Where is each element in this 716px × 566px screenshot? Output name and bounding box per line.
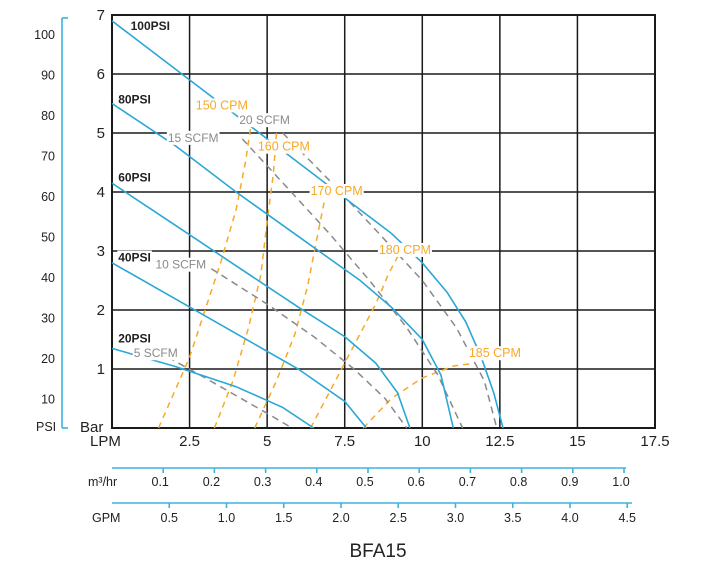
curve-label-10-scfm: 10 SCFM bbox=[155, 258, 206, 272]
psi-tick-label-80: 80 bbox=[41, 109, 55, 123]
gpm-tick-label-8: 4.5 bbox=[619, 511, 636, 525]
curve-label-20-scfm: 20 SCFM bbox=[239, 113, 290, 127]
curve-label-bg-80psi bbox=[117, 92, 152, 107]
lpm-axis-label: LPM bbox=[90, 433, 121, 450]
psi-tick-label-40: 40 bbox=[41, 271, 55, 285]
bar-tick-label-4: 4 bbox=[97, 184, 105, 201]
lpm-tick-label-5: 15 bbox=[569, 433, 586, 450]
plot-frame bbox=[111, 14, 656, 429]
psi-tick-label-90: 90 bbox=[41, 69, 55, 83]
curve-label-bg-180-cpm bbox=[377, 242, 432, 257]
curve-label-170-cpm: 170 CPM bbox=[311, 184, 363, 198]
curve-label-bg-160-cpm bbox=[256, 139, 311, 154]
gpm-axis-label: GPM bbox=[92, 511, 120, 525]
curve-label-bg-20-scfm bbox=[238, 113, 291, 128]
gpm-tick-label-4: 2.5 bbox=[390, 511, 407, 525]
series-line-60psi bbox=[111, 182, 411, 429]
psi-tick-label-70: 70 bbox=[41, 150, 55, 164]
bar-tick-label-1: 1 bbox=[97, 361, 105, 378]
axes-layer: 1 2 3 4 5 6 7 2.5 5 7.5 10 12.5 15 17.5 10 20 30 40 50 60 70… bbox=[34, 7, 669, 525]
m3hr-tick-label-0: 0.1 bbox=[152, 475, 169, 489]
curve-label-80psi: 80PSI bbox=[118, 93, 151, 107]
m3hr-tick-label-3: 0.4 bbox=[305, 475, 322, 489]
curve-label-bg-40psi bbox=[117, 250, 152, 265]
psi-tick-label-30: 30 bbox=[41, 312, 55, 326]
curve-label-150-cpm: 150 CPM bbox=[196, 98, 248, 112]
bar-tick-label-6: 6 bbox=[97, 66, 105, 83]
curve-label-15-scfm: 15 SCFM bbox=[168, 131, 219, 145]
gpm-tick-label-2: 1.5 bbox=[275, 511, 292, 525]
psi-tick-label-10: 10 bbox=[41, 393, 55, 407]
curve-label-100psi: 100PSI bbox=[131, 19, 170, 33]
m3hr-tick-label-7: 0.8 bbox=[510, 475, 527, 489]
grid-layer bbox=[111, 14, 656, 429]
psi-axis-label: PSI bbox=[36, 420, 56, 434]
gpm-tick-label-0: 0.5 bbox=[161, 511, 178, 525]
lpm-tick-label-0: 2.5 bbox=[179, 433, 200, 450]
m3hr-tick-label-1: 0.2 bbox=[203, 475, 220, 489]
series-line-10-scfm bbox=[210, 268, 408, 429]
gpm-tick-label-5: 3.0 bbox=[447, 511, 464, 525]
curve-label-60psi: 60PSI bbox=[118, 170, 151, 184]
curve-label-20psi: 20PSI bbox=[118, 331, 151, 345]
m3hr-tick-label-2: 0.3 bbox=[254, 475, 271, 489]
curve-label-160-cpm: 160 CPM bbox=[258, 140, 310, 154]
curve-label-bg-15-scfm bbox=[166, 130, 220, 145]
psi-tick-label-20: 20 bbox=[41, 352, 55, 366]
series-line-15-scfm bbox=[241, 138, 464, 429]
series-line-150-cpm bbox=[157, 121, 253, 429]
curve-label-bg-170-cpm bbox=[309, 183, 364, 198]
gpm-tick-label-6: 3.5 bbox=[504, 511, 521, 525]
series-line-5-scfm bbox=[167, 356, 293, 429]
series-line-80psi bbox=[111, 102, 455, 429]
bar-axis-label: Bar bbox=[80, 419, 103, 436]
bar-tick-label-2: 2 bbox=[97, 302, 105, 319]
series-line-40psi bbox=[111, 262, 368, 429]
lpm-tick-label-3: 10 bbox=[414, 433, 431, 450]
curve-label-bg-10-scfm bbox=[154, 257, 208, 272]
curve-label-5-scfm: 5 SCFM bbox=[134, 346, 178, 360]
bar-tick-label-5: 5 bbox=[97, 125, 105, 142]
series-line-20-scfm bbox=[282, 132, 498, 429]
curve-label-40psi: 40PSI bbox=[118, 251, 151, 265]
m3hr-tick-label-8: 0.9 bbox=[561, 475, 578, 489]
bar-tick-label-3: 3 bbox=[97, 243, 105, 260]
m3hr-axis-label: m³/hr bbox=[88, 475, 117, 489]
gpm-tick-label-7: 4.0 bbox=[561, 511, 578, 525]
series-line-185-cpm bbox=[362, 362, 476, 429]
lpm-tick-label-2: 7.5 bbox=[334, 433, 355, 450]
curve-label-180-cpm: 180 CPM bbox=[379, 243, 431, 257]
curve-label-185-cpm: 185 CPM bbox=[469, 346, 521, 360]
curve-label-bg-150-cpm bbox=[194, 98, 249, 113]
curve-label-bg-20psi bbox=[117, 331, 152, 346]
curve-label-bg-60psi bbox=[117, 170, 152, 185]
m3hr-tick-label-4: 0.5 bbox=[356, 475, 373, 489]
lpm-tick-label-6: 17.5 bbox=[640, 433, 669, 450]
series-line-180-cpm bbox=[309, 250, 402, 429]
chart-title: BFA15 bbox=[349, 541, 406, 562]
psi-tick-label-100: 100 bbox=[34, 28, 55, 42]
m3hr-tick-label-5: 0.6 bbox=[408, 475, 425, 489]
curves-layer bbox=[111, 20, 504, 429]
psi-tick-label-60: 60 bbox=[41, 190, 55, 204]
series-line-100psi bbox=[111, 20, 504, 429]
m3hr-tick-label-9: 1.0 bbox=[612, 475, 629, 489]
psi-tick-label-50: 50 bbox=[41, 231, 55, 245]
bar-tick-label-7: 7 bbox=[97, 7, 105, 24]
curve-label-bg-185-cpm bbox=[467, 346, 522, 361]
curve-label-bg-5-scfm bbox=[132, 346, 179, 361]
m3hr-tick-label-6: 0.7 bbox=[459, 475, 476, 489]
gpm-tick-label-1: 1.0 bbox=[218, 511, 235, 525]
lpm-tick-label-4: 12.5 bbox=[485, 433, 514, 450]
lpm-tick-label-1: 5 bbox=[263, 433, 271, 450]
curve-label-bg-100psi bbox=[129, 18, 171, 33]
gpm-tick-label-3: 2.0 bbox=[332, 511, 349, 525]
